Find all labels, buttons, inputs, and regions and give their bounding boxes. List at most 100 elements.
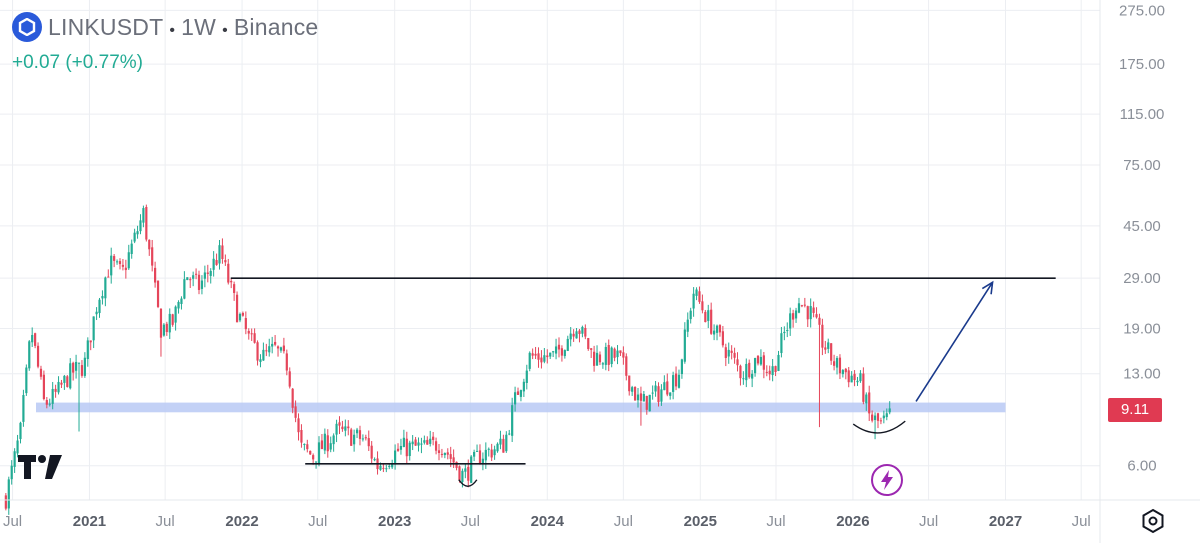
candle-body [774, 366, 777, 373]
candle-body [361, 438, 365, 440]
candle-body [560, 348, 564, 356]
candle-body [98, 299, 101, 314]
candle-body [742, 378, 745, 380]
candle-body [859, 373, 862, 382]
candle-body [557, 344, 561, 350]
candle-body [54, 388, 57, 392]
candle-body [765, 371, 768, 373]
candle-body [127, 252, 130, 269]
candle-body [338, 422, 341, 426]
candle-body [89, 340, 92, 343]
candle-body [663, 382, 666, 391]
candle-body [276, 346, 280, 349]
candle-body [724, 347, 727, 359]
candle-body [680, 359, 684, 375]
price-tick-label: 75.00 [1123, 157, 1161, 174]
candle-body [312, 455, 315, 460]
candle-body [622, 352, 625, 358]
candle-body [578, 330, 581, 334]
chainlink-hexagon-icon [12, 12, 42, 42]
candle-body [727, 349, 730, 357]
candle-body [642, 394, 645, 402]
candle-body [516, 391, 520, 395]
candle-body [783, 331, 786, 334]
symbol-title: LINKUSDT • 1W • Binance [48, 14, 318, 41]
candle-body [832, 361, 836, 366]
flash-icon[interactable] [870, 463, 904, 497]
candle-body [672, 375, 675, 392]
candle-body [364, 437, 367, 439]
candle-body [780, 333, 783, 354]
candle-body [197, 274, 201, 290]
candle-body [396, 448, 400, 451]
candle-body [203, 272, 206, 279]
candle-body [587, 338, 590, 350]
candle-body [303, 443, 306, 445]
candle-body [341, 426, 344, 430]
candle-body [856, 380, 859, 383]
candle-body [297, 418, 300, 433]
candle-body [51, 388, 54, 404]
candle-body [475, 450, 479, 452]
candle-body [259, 359, 262, 362]
candle-body [794, 310, 798, 319]
symbol-interval: 1W [181, 13, 217, 40]
candle-body [531, 353, 534, 356]
candle-body [373, 459, 376, 461]
candle-body [651, 392, 654, 394]
candle-body [657, 386, 660, 403]
candle-body [189, 279, 192, 281]
time-tick-label: Jul [308, 513, 327, 530]
candle-body [265, 350, 268, 352]
support-zone [36, 402, 1006, 413]
candle-body [756, 355, 760, 364]
price-tick-label: 19.00 [1123, 321, 1161, 338]
candle-body [426, 439, 429, 445]
chart-settings-icon[interactable] [1140, 508, 1166, 534]
candle-body [871, 414, 874, 421]
candle-body [443, 453, 446, 456]
candle-body [885, 413, 888, 418]
candle-body [563, 350, 566, 357]
time-tick-label: 2024 [531, 513, 565, 530]
candle-body [10, 465, 13, 480]
candle-body [256, 342, 259, 361]
candle-body [63, 375, 66, 383]
candle-body [484, 449, 487, 461]
candle-body [830, 343, 833, 361]
candle-body [645, 395, 648, 410]
candle-body [124, 267, 127, 271]
candle-body [101, 296, 104, 299]
candle-body [543, 355, 546, 362]
candle-body [288, 371, 291, 387]
candle-body [572, 333, 575, 337]
candle-body [452, 457, 455, 463]
candle-body [329, 443, 332, 450]
candle-body [467, 466, 470, 481]
candle-body [411, 441, 414, 445]
candle-body [151, 247, 154, 266]
candle-body [142, 208, 145, 223]
candle-body [326, 435, 329, 452]
candle-body [759, 356, 763, 365]
candle-body [508, 433, 511, 435]
candle-body [382, 467, 385, 469]
candle-body [393, 450, 397, 463]
time-tick-label: Jul [919, 513, 938, 530]
candle-body [715, 325, 719, 333]
candle-body [806, 306, 809, 320]
candle-body [115, 261, 119, 263]
candle-body [300, 429, 303, 443]
candle-body [631, 387, 634, 392]
candle-body [4, 495, 7, 509]
tradingview-logo-icon[interactable] [18, 452, 68, 480]
candle-body [470, 456, 473, 483]
candle-body [505, 434, 508, 452]
candle-body [792, 313, 795, 320]
candle-body [432, 436, 435, 441]
candle-body [154, 267, 157, 283]
symbol-row[interactable]: LINKUSDT • 1W • Binance [12, 12, 318, 42]
candle-body [713, 330, 716, 335]
